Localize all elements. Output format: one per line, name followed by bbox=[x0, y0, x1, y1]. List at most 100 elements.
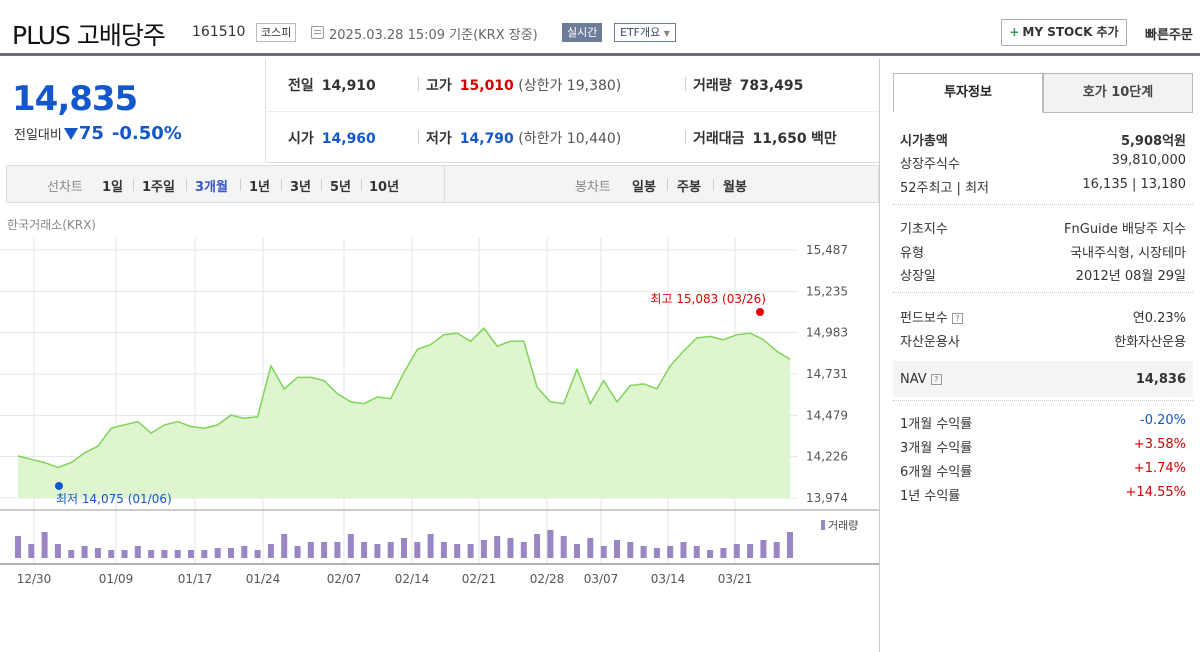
divider bbox=[893, 204, 1193, 205]
tab-period-3m[interactable]: 3개월 bbox=[195, 180, 228, 195]
divider bbox=[418, 77, 419, 91]
help-icon[interactable]: ? bbox=[930, 374, 942, 385]
change-label: 전일대비 bbox=[14, 128, 62, 143]
volume-bar bbox=[467, 544, 474, 558]
summary-amount: 거래대금 11,650 백만 bbox=[693, 128, 837, 148]
market-badge: 코스피 bbox=[256, 23, 297, 42]
low-value: 14,790 bbox=[459, 131, 514, 147]
high-value: 15,010 bbox=[459, 78, 514, 94]
tab-candle-monthly[interactable]: 월봉 bbox=[723, 180, 747, 195]
tab-period-1w[interactable]: 1주일 bbox=[142, 180, 175, 195]
etf-overview-dropdown[interactable]: ETF개요 ▼ bbox=[614, 23, 676, 42]
volume-legend-swatch bbox=[821, 520, 825, 530]
y-tick-label: 15,487 bbox=[806, 243, 848, 257]
summary-open: 시가 14,960 bbox=[288, 128, 376, 148]
x-tick-label: 12/30 bbox=[17, 572, 52, 586]
tab-orderbook-10[interactable]: 호가 10단계 bbox=[1043, 73, 1193, 113]
volume-bar bbox=[614, 540, 620, 558]
info-label: 자산운용사 bbox=[900, 335, 960, 350]
x-tick-label: 02/07 bbox=[327, 572, 362, 586]
tab-candle-daily[interactable]: 일봉 bbox=[632, 180, 656, 195]
return-label: 3개월 수익률 bbox=[900, 441, 973, 456]
x-tick-label: 01/17 bbox=[178, 572, 213, 586]
high-label: 최고 15,083 (03/26) bbox=[650, 292, 766, 306]
x-tick-label: 03/14 bbox=[651, 572, 686, 586]
volume-bar bbox=[134, 546, 141, 558]
volume-bar bbox=[121, 550, 128, 558]
volume-bar bbox=[773, 542, 780, 558]
x-tick-label: 02/21 bbox=[462, 572, 497, 586]
help-icon[interactable]: ? bbox=[951, 313, 963, 324]
info-value: FnGuide 배당주 지수 bbox=[1064, 222, 1186, 237]
volume-bar bbox=[347, 534, 354, 558]
divider bbox=[893, 292, 1193, 293]
return-label: 6개월 수익률 bbox=[900, 465, 973, 480]
summary-divider bbox=[267, 111, 879, 112]
divider bbox=[186, 179, 187, 191]
info-value: 연0.23% bbox=[1132, 311, 1186, 326]
summary-prev-close: 전일 14,910 bbox=[288, 75, 376, 95]
nav-label: NAV bbox=[900, 372, 927, 387]
volume-bar bbox=[94, 548, 101, 558]
price-area bbox=[18, 328, 790, 498]
current-price: 14,835 bbox=[12, 79, 138, 119]
return-value: -0.20% bbox=[1140, 413, 1186, 428]
tab-period-3y[interactable]: 3년 bbox=[290, 180, 312, 195]
volume-bar bbox=[148, 550, 155, 558]
tab-period-1d[interactable]: 1일 bbox=[102, 180, 124, 195]
volume-bar bbox=[321, 542, 328, 558]
open-label: 시가 bbox=[288, 131, 314, 147]
volume-bar bbox=[640, 546, 647, 558]
quick-order-link[interactable]: 빠른주문 bbox=[1145, 28, 1193, 43]
realtime-badge[interactable]: 실시간 bbox=[562, 23, 603, 42]
volume-bar bbox=[241, 546, 248, 558]
price-line bbox=[17, 327, 791, 469]
info-label: 상장주식수 bbox=[900, 157, 960, 172]
volume-bar bbox=[228, 548, 234, 558]
summary-volume: 거래량 783,495 bbox=[693, 75, 803, 95]
tab-investment-info[interactable]: 투자정보 bbox=[893, 73, 1043, 113]
info-value: 5,908억원 bbox=[1120, 134, 1186, 149]
volume-bar bbox=[334, 542, 341, 558]
volume-bar bbox=[15, 536, 21, 558]
volume-bar bbox=[454, 544, 461, 558]
volume-bar bbox=[733, 544, 740, 558]
volume-bar bbox=[574, 544, 580, 558]
low-label: 최저 14,075 (01/06) bbox=[56, 492, 172, 506]
volume-bar bbox=[520, 542, 527, 558]
prev-close-value: 14,910 bbox=[321, 78, 376, 94]
volume-bar bbox=[361, 542, 368, 558]
chevron-down-icon: ▼ bbox=[663, 29, 670, 38]
volume-bar bbox=[28, 544, 35, 558]
x-tick-label: 01/24 bbox=[246, 572, 281, 586]
x-tick-label: 01/09 bbox=[99, 572, 134, 586]
stock-code: 161510 bbox=[192, 24, 246, 40]
open-value: 14,960 bbox=[321, 131, 376, 147]
x-tick-label: 03/07 bbox=[584, 572, 619, 586]
volume-bar bbox=[41, 532, 48, 558]
volume-bar bbox=[507, 538, 514, 558]
info-value: 16,135 | 13,180 bbox=[1082, 177, 1186, 192]
line-chart-label: 선차트 bbox=[47, 180, 83, 195]
info-label: 펀드보수 bbox=[900, 311, 948, 326]
return-value: +1.74% bbox=[1133, 461, 1186, 476]
add-mystock-button[interactable]: + MY STOCK 추가 bbox=[1001, 19, 1127, 46]
right-panel: 투자정보 호가 10단계 시가총액 5,908억원 상장주식수 39,810,000… bbox=[879, 59, 1200, 652]
volume-bar bbox=[254, 550, 261, 558]
volume-bar bbox=[667, 546, 674, 558]
candle-chart-label: 봉차트 bbox=[575, 180, 611, 195]
calendar-icon bbox=[311, 26, 324, 39]
volume-bar bbox=[161, 550, 168, 558]
volume-bar bbox=[560, 536, 567, 558]
price-chart[interactable]: 15,487 15,235 14,983 14,731 14,479 14,226 13,9… bbox=[0, 238, 879, 588]
info-label: 유형 bbox=[900, 246, 924, 261]
info-value: 39,810,000 bbox=[1111, 153, 1186, 168]
volume-bar bbox=[760, 540, 767, 558]
down-triangle-icon bbox=[63, 128, 78, 140]
tab-period-1y[interactable]: 1년 bbox=[249, 180, 271, 195]
volume-legend-label: 거래량 bbox=[828, 519, 858, 532]
tab-period-5y[interactable]: 5년 bbox=[330, 180, 352, 195]
plus-icon: + bbox=[1009, 25, 1020, 39]
tab-period-10y[interactable]: 10년 bbox=[369, 180, 400, 195]
tab-candle-weekly[interactable]: 주봉 bbox=[677, 180, 701, 195]
